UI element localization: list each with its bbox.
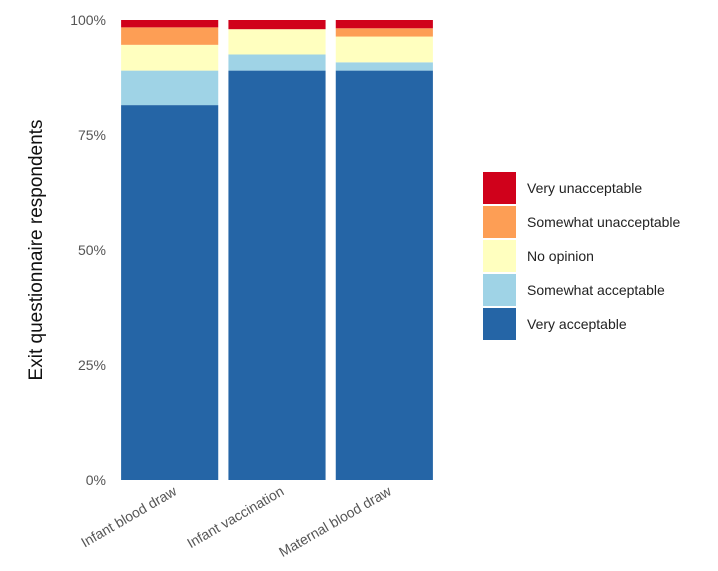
legend-key-somewhat-unacceptable — [483, 206, 516, 238]
bar-segment-infant-vaccination-no-opinion — [228, 29, 326, 55]
bar-segment-infant-blood-draw-no-opinion — [121, 44, 219, 71]
legend-label-no-opinion: No opinion — [527, 248, 594, 264]
x-tick-label: Infant vaccination — [184, 483, 286, 551]
bars-layer — [121, 20, 433, 480]
bar-segment-infant-blood-draw-somewhat-acceptable — [121, 70, 219, 106]
x-axis-ticks: Infant blood draw Infant vaccinationMater… — [78, 482, 394, 560]
y-tick-label: 100% — [70, 12, 106, 28]
bar-segment-maternal-blood-draw-somewhat-unacceptable — [335, 28, 433, 37]
y-tick-label: 50% — [78, 242, 106, 258]
bar-segment-infant-vaccination-very-acceptable — [228, 70, 326, 480]
y-tick-label: 0% — [86, 472, 106, 488]
bar-segment-maternal-blood-draw-somewhat-acceptable — [335, 62, 433, 71]
y-tick-label: 75% — [78, 127, 106, 143]
x-tick-label: Maternal blood draw — [276, 482, 395, 560]
bar-segment-infant-blood-draw-somewhat-unacceptable — [121, 27, 219, 45]
bar-segment-maternal-blood-draw-very-unacceptable — [335, 20, 433, 29]
y-axis-ticks: 0% 25% 50% 75% 100% — [70, 12, 106, 488]
bar-segment-infant-vaccination-somewhat-acceptable — [228, 54, 326, 71]
y-axis-title: Exit questionnaire respondents — [26, 120, 47, 381]
legend-label-somewhat-unacceptable: Somewhat unacceptable — [527, 214, 681, 230]
bar-segment-infant-vaccination-very-unacceptable — [228, 20, 326, 30]
legend-key-somewhat-acceptable — [483, 274, 516, 306]
legend: Very unacceptable Somewhat unacceptable No… — [483, 172, 681, 340]
y-tick-label: 25% — [78, 357, 106, 373]
x-tick-label: Infant blood draw — [78, 482, 180, 550]
legend-key-no-opinion — [483, 240, 516, 272]
bar-segment-infant-blood-draw-very-acceptable — [121, 105, 219, 480]
legend-key-very-unacceptable — [483, 172, 516, 204]
bar-segment-maternal-blood-draw-no-opinion — [335, 36, 433, 63]
legend-key-very-acceptable — [483, 308, 516, 340]
legend-label-very-unacceptable: Very unacceptable — [527, 180, 642, 196]
legend-label-very-acceptable: Very acceptable — [527, 316, 627, 332]
bar-segment-infant-blood-draw-very-unacceptable — [121, 20, 219, 28]
bar-segment-maternal-blood-draw-very-acceptable — [335, 70, 433, 480]
legend-label-somewhat-acceptable: Somewhat acceptable — [527, 282, 665, 298]
